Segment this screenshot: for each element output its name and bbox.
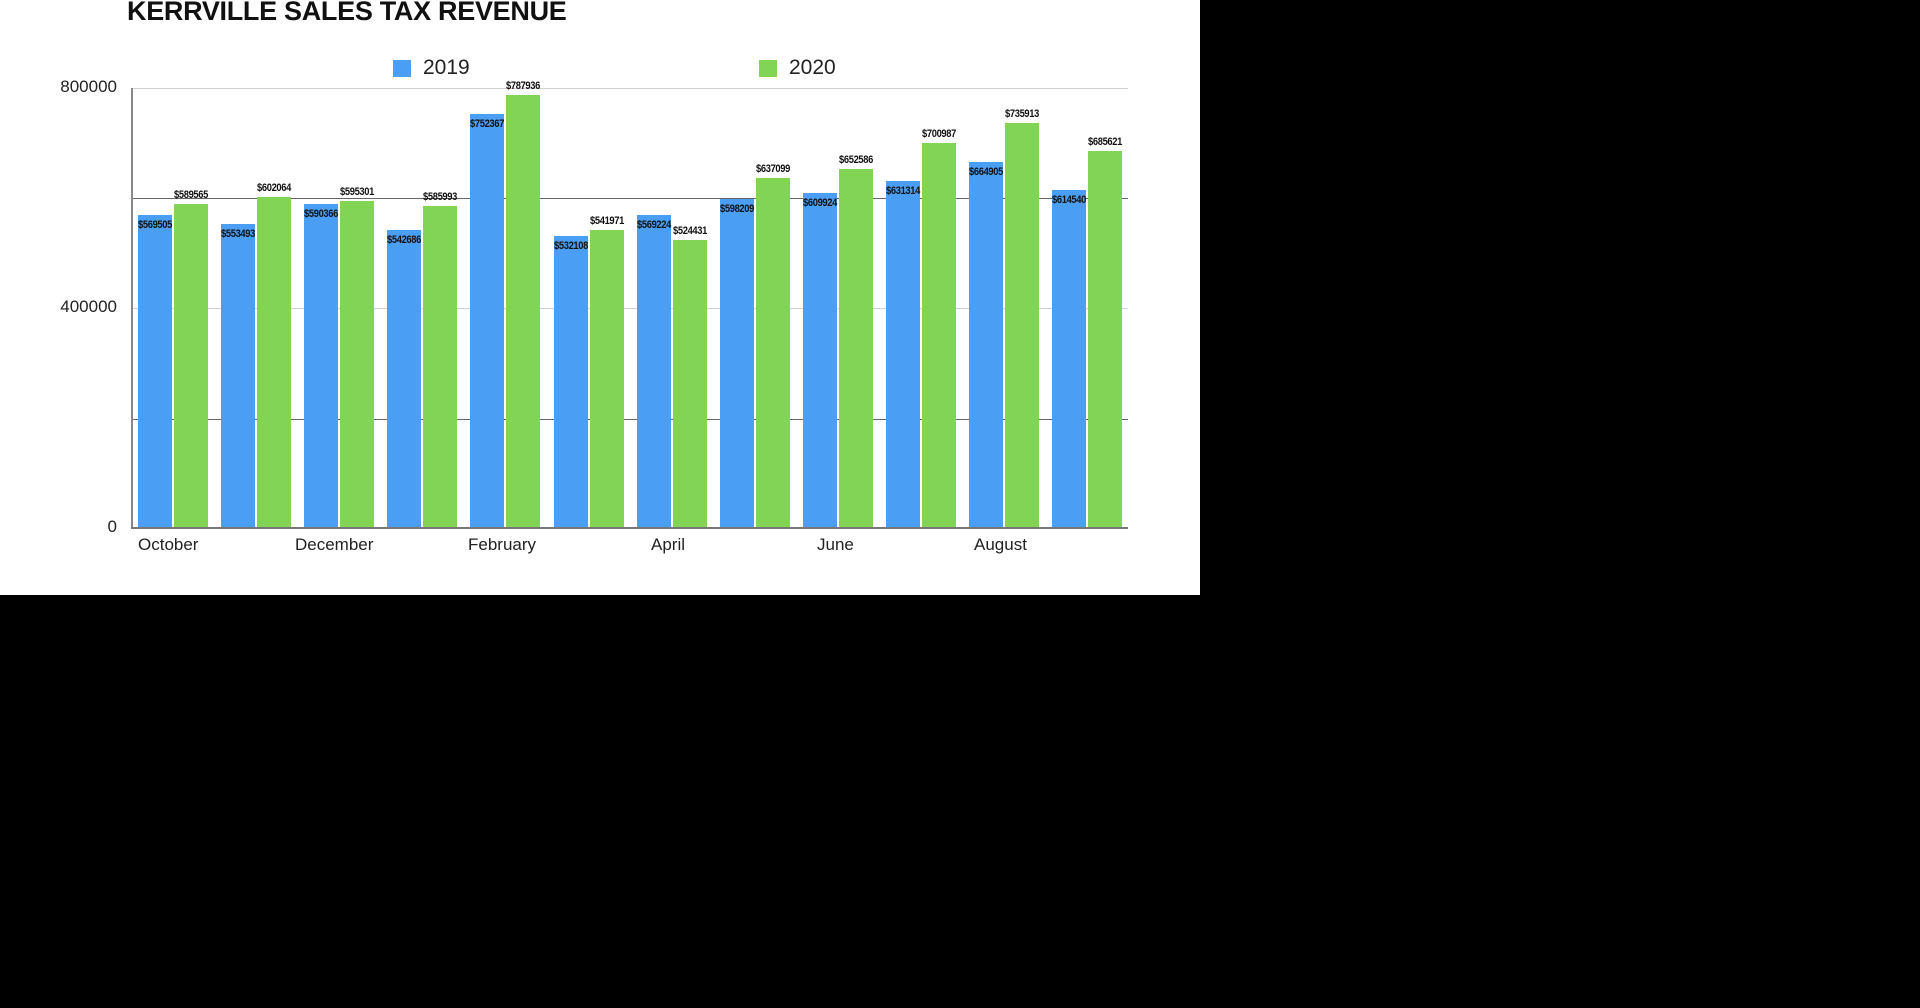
bar-2019-october	[138, 215, 172, 529]
bar-value-label: $585993	[423, 190, 458, 203]
bar-value-label: $700987	[921, 127, 956, 140]
bar-2020-december	[340, 200, 375, 529]
x-tick-august: August	[974, 535, 1027, 554]
x-axis-line	[131, 527, 1128, 529]
bar-value-label: $524431	[672, 224, 707, 237]
bar-2020-august	[1005, 123, 1039, 529]
chart-panel: KERRVILLE SALES TAX REVENUE 2019 2020 80…	[0, 0, 1200, 595]
bar-value-label: $602064	[257, 182, 292, 195]
bar-value-label: $685621	[1088, 136, 1123, 149]
bar-2019-december	[304, 203, 339, 529]
bar-value-label: $614540	[1052, 194, 1087, 207]
bar-2019-january	[387, 229, 422, 529]
bar-value-label: $735913	[1004, 108, 1040, 121]
gridline-600000	[131, 198, 1128, 199]
bar-2020-september	[1088, 151, 1123, 529]
legend-swatch-2019	[393, 59, 411, 77]
bar-2020-july	[921, 142, 956, 529]
bar-value-label: $752367	[470, 118, 505, 131]
bar-2019-may	[719, 199, 754, 529]
bar-2019-november	[221, 223, 256, 529]
legend-swatch-2020	[759, 59, 777, 77]
y-tick-0: 0	[107, 517, 117, 536]
bar-2019-june	[802, 192, 837, 529]
x-tick-december: December	[295, 535, 374, 554]
bar-2019-march	[553, 235, 588, 529]
chart-title: KERRVILLE SALES TAX REVENUE	[127, 0, 567, 26]
bar-value-label: $542686	[387, 233, 422, 246]
bar-2019-september	[1052, 190, 1087, 529]
bar-value-label: $569505	[137, 219, 173, 232]
legend-item-2019: 2019	[393, 56, 470, 80]
legend-label: 2019	[423, 56, 470, 79]
bar-value-label: $787936	[506, 79, 541, 92]
bar-2020-march	[589, 230, 624, 529]
bar-2019-february	[470, 114, 505, 529]
bar-2020-february	[506, 94, 541, 529]
gridline-200000	[131, 419, 1128, 420]
x-tick-october: October	[138, 535, 199, 554]
bar-2019-july	[885, 181, 920, 529]
bar-value-label: $589565	[173, 189, 209, 201]
bar-2020-april	[672, 239, 707, 529]
plot-area: $569505 $589565 $553493 $602064 $590366 $5953…	[131, 80, 1128, 529]
bar-value-label: $609924	[802, 196, 837, 209]
bar-2019-august	[969, 162, 1003, 529]
bar-value-label: $541971	[589, 215, 624, 228]
legend-item-2020: 2020	[759, 56, 836, 80]
legend-label: 2020	[789, 56, 836, 79]
gridline-800000	[131, 88, 1128, 89]
x-tick-june: June	[817, 535, 854, 554]
bar-2020-january	[423, 205, 458, 529]
x-tick-february: February	[468, 535, 537, 554]
gridline-400000	[131, 308, 1128, 309]
bar-value-label: $553493	[221, 227, 256, 240]
bar-2020-october	[174, 204, 208, 529]
y-tick-800000: 800000	[60, 77, 117, 96]
bar-value-label: $598209	[719, 203, 754, 216]
y-axis-line	[131, 88, 133, 529]
bar-value-label: $637099	[755, 162, 790, 175]
y-tick-400000: 400000	[60, 297, 117, 316]
bar-value-label: $569224	[636, 219, 671, 232]
bar-value-label: $664905	[968, 166, 1004, 179]
bar-2019-april	[636, 215, 671, 529]
bar-2020-may	[755, 177, 790, 529]
bar-value-label: $532108	[553, 239, 588, 252]
bar-value-label: $595301	[340, 185, 375, 198]
bar-2020-june	[838, 169, 873, 529]
bar-value-label: $631314	[885, 184, 920, 197]
bar-2020-november	[257, 197, 292, 529]
bar-value-label: $590366	[304, 207, 339, 220]
bar-value-label: $652586	[838, 154, 873, 167]
x-tick-april: April	[651, 535, 686, 554]
